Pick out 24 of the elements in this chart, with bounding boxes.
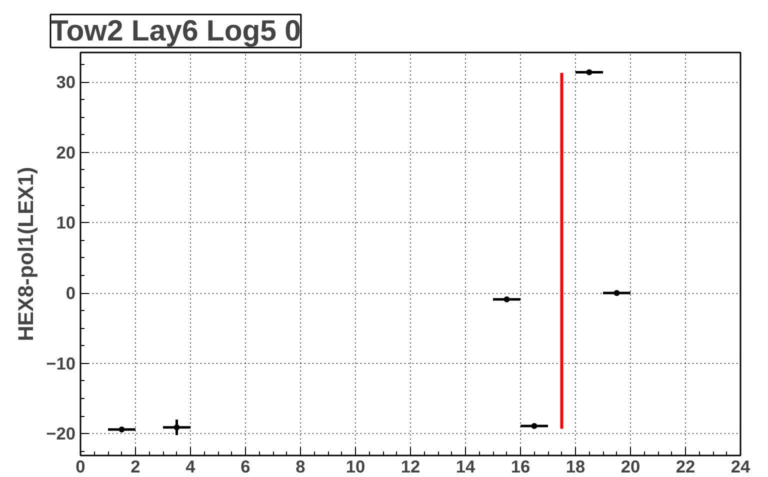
- x-tick-label: 14: [456, 456, 476, 476]
- x-tick-label: 20: [620, 456, 640, 476]
- x-tick-label: 18: [566, 456, 586, 476]
- y-tick-label: 30: [56, 72, 76, 92]
- x-tick-label: 10: [346, 456, 366, 476]
- point: [504, 296, 510, 302]
- point: [531, 422, 538, 429]
- x-tick-label: 24: [730, 456, 750, 476]
- x-tick-label: 16: [510, 456, 530, 476]
- x-tick-label: 8: [296, 456, 306, 476]
- x-tick-label: 22: [676, 456, 696, 476]
- y-tick-label: 0: [66, 283, 76, 304]
- y-tick-label: −20: [46, 424, 76, 444]
- y-tick-label: 20: [56, 142, 76, 162]
- y-tick-label: 10: [56, 212, 76, 233]
- x-tick-label: 4: [186, 456, 196, 476]
- y-axis-title: HEX8-pol1(LEX1): [14, 166, 38, 342]
- point: [614, 290, 620, 296]
- y-tick-label: −10: [46, 353, 76, 374]
- point: [586, 69, 592, 76]
- x-tick-label: 12: [400, 456, 420, 476]
- x-tick-label: 6: [240, 456, 251, 476]
- x-tick-label: 2: [130, 456, 140, 476]
- point: [174, 424, 180, 430]
